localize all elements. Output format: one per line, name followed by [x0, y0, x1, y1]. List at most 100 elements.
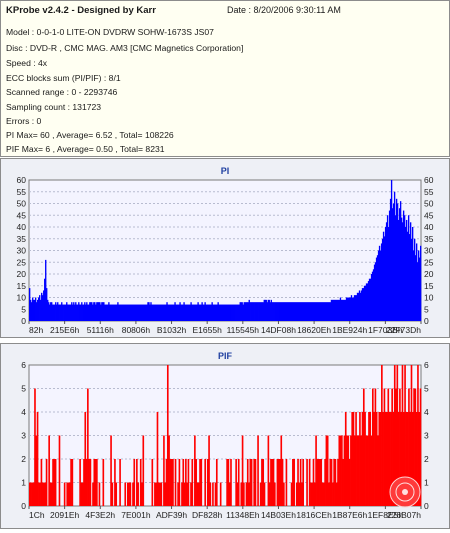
- pi-bar: [239, 302, 241, 321]
- pi-bar: [413, 238, 416, 321]
- pi-bar: [155, 304, 157, 321]
- pi-bar: [169, 304, 171, 321]
- pif-ytick-right: 5: [424, 384, 429, 394]
- pi-bar: [410, 238, 413, 321]
- pi-bar: [190, 302, 192, 321]
- pif-xtick-label: 1B87E6h: [332, 510, 367, 520]
- pi-bar: [392, 203, 395, 321]
- pif-bar: [128, 482, 130, 506]
- pif-bar: [326, 435, 329, 506]
- app-title: KProbe v2.4.2 - Designed by Karr: [6, 5, 156, 16]
- pif-bar: [308, 459, 311, 506]
- pi-bar: [273, 302, 275, 321]
- pif-ytick-left: 0: [21, 501, 26, 511]
- pi-bar: [300, 302, 303, 321]
- pif-xtick-label: 1Ch: [29, 510, 45, 520]
- pi-bar: [116, 304, 118, 321]
- pi-ytick-right: 0: [424, 316, 429, 326]
- pif-bar: [268, 482, 271, 506]
- pi-bar: [101, 302, 103, 321]
- pi-bar: [318, 302, 321, 321]
- pi-bar: [280, 302, 282, 321]
- pi-bar: [66, 302, 68, 321]
- pi-bar: [142, 304, 144, 321]
- pif-bar: [290, 482, 293, 506]
- pif-bar: [80, 482, 83, 506]
- pi-bar: [187, 304, 189, 321]
- pif-bar: [174, 459, 177, 506]
- pi-bar: [49, 304, 51, 321]
- pif-bar: [29, 482, 31, 506]
- pi-bar: [276, 302, 278, 321]
- pif-bar: [332, 482, 334, 506]
- pif-bar: [63, 482, 66, 506]
- pif-bar: [187, 459, 190, 506]
- pi-bar: [143, 304, 145, 321]
- pif-bar: [241, 435, 244, 506]
- pif-bar: [68, 482, 71, 506]
- pif-bar: [356, 435, 359, 506]
- pi-bar: [287, 302, 290, 321]
- pi-bar: [107, 304, 109, 321]
- pi-bar: [396, 203, 399, 321]
- pif-bar: [129, 482, 132, 506]
- pif-bar: [38, 482, 40, 506]
- pif-bar: [168, 435, 170, 506]
- pi-bar: [365, 283, 368, 321]
- pi-bar: [362, 288, 365, 321]
- pi-bar: [268, 299, 270, 321]
- pif-xtick-label: 7E001h: [121, 510, 151, 520]
- pif-bar: [53, 459, 56, 506]
- pif-bar: [391, 388, 393, 506]
- pif-bar: [114, 459, 116, 506]
- pif-bar: [419, 388, 422, 506]
- pi-bar: [229, 304, 231, 321]
- pi-bar: [373, 264, 376, 321]
- pi-bar: [32, 297, 34, 321]
- pi-xtick-label: 1F703Bh: [368, 325, 403, 335]
- pif-bar: [387, 388, 390, 506]
- pif-bar: [183, 482, 186, 506]
- pi-bar: [357, 292, 360, 321]
- pi-ytick-right: 40: [424, 222, 434, 232]
- pi-bar: [244, 302, 246, 321]
- pi-bar: [387, 227, 390, 321]
- pi-bar: [111, 304, 113, 321]
- pi-bar: [324, 302, 327, 321]
- pif-chart-panel: PIF 0 0 1 1 2 2 3 3 4 4 5 5 6 6 1Ch 2091Eh 4F3E2h 7E001h AD…: [0, 343, 450, 529]
- pif-bar: [228, 482, 231, 506]
- pi-ytick-left: 35: [17, 234, 27, 244]
- pi-bar: [351, 297, 354, 321]
- pif-bar: [302, 459, 305, 506]
- pi-bar: [104, 304, 106, 321]
- pif-bar: [215, 459, 218, 506]
- pi-ytick-right: 10: [424, 293, 434, 303]
- pi-bar: [152, 304, 154, 321]
- pif-bar: [182, 459, 185, 506]
- pif-bar: [191, 459, 194, 506]
- pif-bar: [71, 459, 74, 506]
- pif-bar: [110, 435, 112, 506]
- pi-bar: [266, 302, 268, 321]
- pif-bar: [159, 482, 161, 506]
- pif-bar: [257, 435, 259, 506]
- pif-xtick-label: 1EF8E5h: [368, 510, 404, 520]
- pif-bar: [410, 365, 413, 506]
- pif-bar: [281, 459, 284, 506]
- pif-bar: [405, 412, 408, 506]
- pi-bar: [75, 302, 77, 321]
- pi-bar: [103, 302, 105, 321]
- pif-bar: [280, 435, 283, 506]
- pi-xtick-label: 14DF08h: [261, 325, 296, 335]
- pi-bar: [248, 299, 250, 321]
- pif-ytick-left: 1: [21, 478, 26, 488]
- pif-bar: [31, 482, 34, 506]
- pi-bar: [282, 302, 284, 321]
- pif-bar: [272, 459, 275, 506]
- pif-bar: [66, 482, 69, 506]
- pif-bar: [237, 459, 240, 506]
- pif-bar: [295, 482, 298, 506]
- pi-bar: [146, 304, 148, 321]
- pi-bar: [258, 302, 260, 321]
